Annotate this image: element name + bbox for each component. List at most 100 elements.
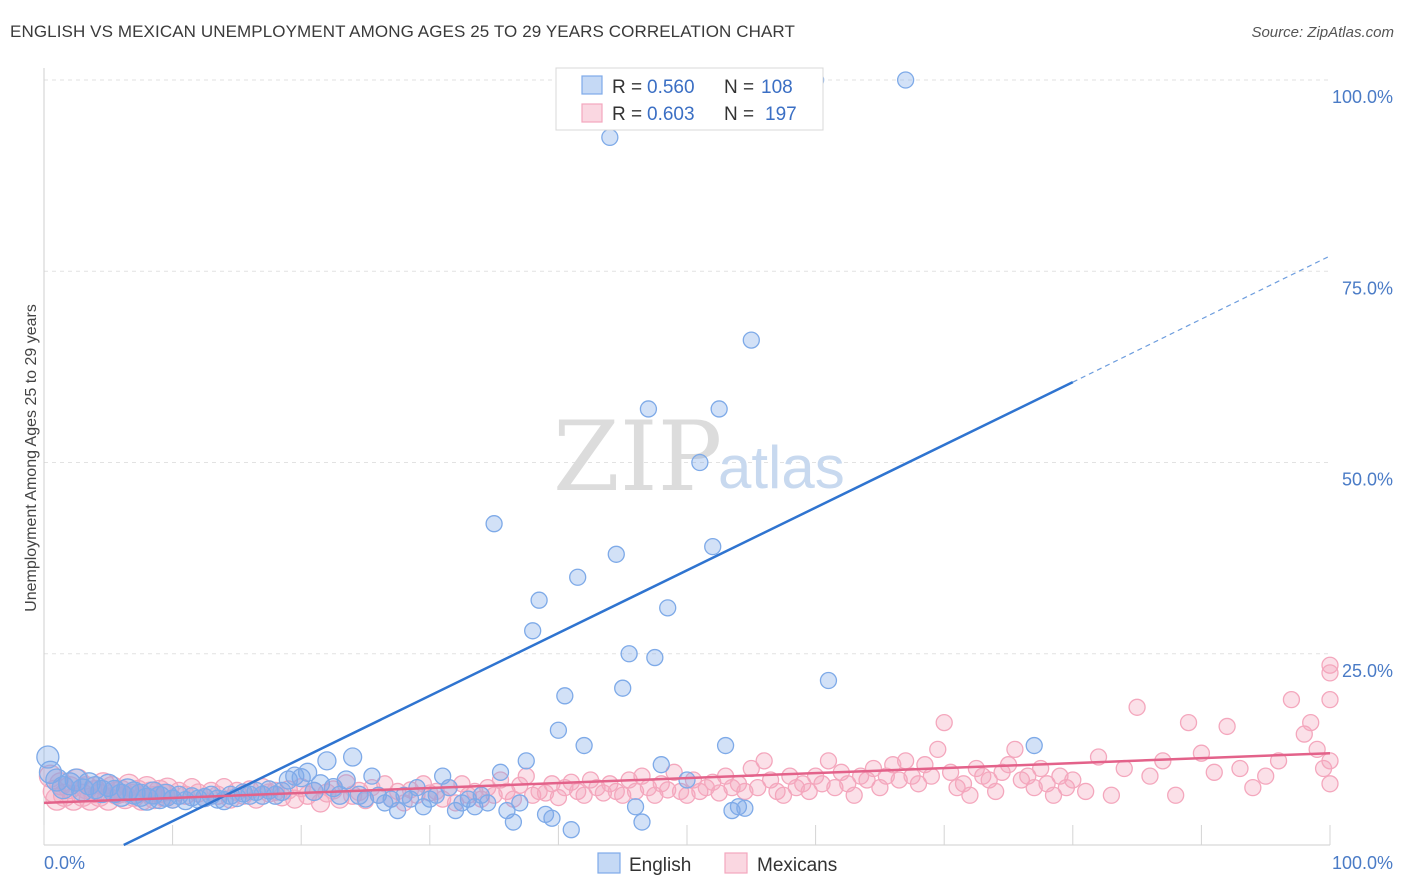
english-point	[620, 645, 638, 663]
english-point	[342, 747, 363, 767]
legend-mexicans-r-label: R =	[612, 104, 642, 125]
mexicans-point	[819, 752, 838, 770]
mexicans-point	[594, 784, 613, 802]
english-point	[556, 687, 574, 705]
mexicans-point	[665, 763, 683, 781]
english-point	[633, 813, 651, 831]
mexicans-point	[1128, 698, 1146, 716]
mexicans-point	[659, 781, 677, 799]
english-point	[103, 779, 127, 804]
mexicans-point	[1141, 767, 1159, 785]
english-point	[517, 752, 535, 770]
y-tick-label: 75.0%	[1342, 278, 1393, 298]
english-point	[51, 775, 75, 800]
english-point	[77, 772, 101, 796]
english-point	[601, 128, 619, 147]
english-point	[646, 648, 664, 667]
mexicans-point	[1257, 767, 1275, 785]
english-point	[363, 767, 381, 785]
mexicans-point	[1032, 759, 1050, 778]
english-point	[485, 515, 503, 533]
english-point	[90, 779, 114, 804]
mexicans-point	[800, 782, 818, 801]
english-point	[388, 801, 407, 820]
legend-mexicans-n-label: N =	[724, 104, 754, 125]
mexicans-point	[736, 782, 754, 801]
mexicans-trend-line	[43, 751, 1331, 805]
mexicans-point	[1205, 763, 1223, 781]
bottom-legend: English Mexicans	[597, 852, 837, 876]
mexicans-point	[922, 767, 940, 785]
english-point	[58, 772, 82, 796]
mexicans-point	[1044, 786, 1063, 804]
mexicans-point	[1321, 775, 1339, 793]
y-tick-label: 25.0%	[1342, 661, 1393, 681]
english-point	[575, 736, 593, 755]
english-point	[691, 453, 709, 472]
mexicans-point	[864, 759, 883, 778]
english-point	[336, 770, 356, 790]
english-point	[549, 721, 568, 739]
english-point	[626, 798, 645, 816]
mexicans-point	[986, 782, 1005, 801]
english-point	[272, 781, 292, 802]
bottom-legend-swatch-english	[597, 852, 621, 874]
legend-english-n-value: 108	[761, 77, 793, 98]
grid-lines	[44, 79, 1330, 655]
tick-labels: 100.0% 75.0% 50.0% 25.0% 0.0% 100.0%	[44, 87, 1393, 873]
mexicans-point	[1006, 740, 1024, 759]
english-point	[543, 809, 561, 827]
english-point	[710, 400, 728, 418]
mexicans-point	[310, 793, 331, 813]
mexicans-point	[614, 786, 632, 804]
watermark-atlas: atlas	[718, 434, 845, 501]
english-point	[491, 763, 510, 781]
x-tick-label: 0.0%	[44, 853, 85, 873]
english-point	[652, 756, 670, 774]
english-point	[530, 591, 548, 609]
mexicans-point	[1321, 664, 1339, 682]
mexicans-point	[1179, 713, 1198, 732]
mexicans-point	[1218, 717, 1236, 736]
english-point	[704, 538, 722, 556]
mexicans-point	[710, 784, 728, 802]
mexicans-point	[1321, 752, 1339, 770]
english-point	[729, 798, 748, 816]
english-point	[38, 760, 63, 784]
mexicans-point	[1244, 778, 1262, 797]
y-tick-label: 50.0%	[1342, 470, 1393, 490]
english-point	[569, 568, 587, 586]
english-point	[896, 71, 915, 89]
mexicans-point	[1167, 786, 1185, 804]
english-point	[819, 671, 838, 690]
english-point	[678, 771, 696, 789]
english-point	[524, 622, 542, 640]
mexicans-point	[1231, 759, 1249, 778]
english-trend-extension	[1072, 255, 1331, 383]
bottom-legend-english: English	[629, 855, 691, 876]
mexicans-point	[1115, 759, 1133, 778]
y-tick-label: 100.0%	[1332, 87, 1393, 107]
mexicans-point	[626, 782, 645, 801]
mexicans-point	[1077, 782, 1095, 801]
x-tick-label: 100.0%	[1332, 853, 1393, 873]
english-point	[504, 813, 523, 831]
english-point	[614, 679, 632, 697]
english-point	[36, 745, 60, 769]
mexicans-point	[536, 784, 555, 802]
english-trend-line	[123, 381, 1074, 847]
chart-title: ENGLISH VS MEXICAN UNEMPLOYMENT AMONG AG…	[10, 22, 795, 41]
mexicans-point	[813, 775, 831, 793]
mexicans-point	[749, 778, 767, 797]
mexicans-point	[909, 775, 928, 793]
mexicans-point	[1064, 771, 1082, 789]
source-label: Source: ZipAtlas.com	[1251, 24, 1394, 41]
legend: R = 0.560 N = 108 R = 0.603 N = 197	[555, 67, 824, 131]
legend-mexicans-r-value: 0.603	[647, 104, 695, 125]
mexicans-point	[1302, 713, 1320, 732]
mexicans-point	[845, 786, 863, 804]
mexicans-point	[961, 786, 979, 804]
english-point	[297, 762, 318, 782]
english-point	[511, 794, 529, 812]
